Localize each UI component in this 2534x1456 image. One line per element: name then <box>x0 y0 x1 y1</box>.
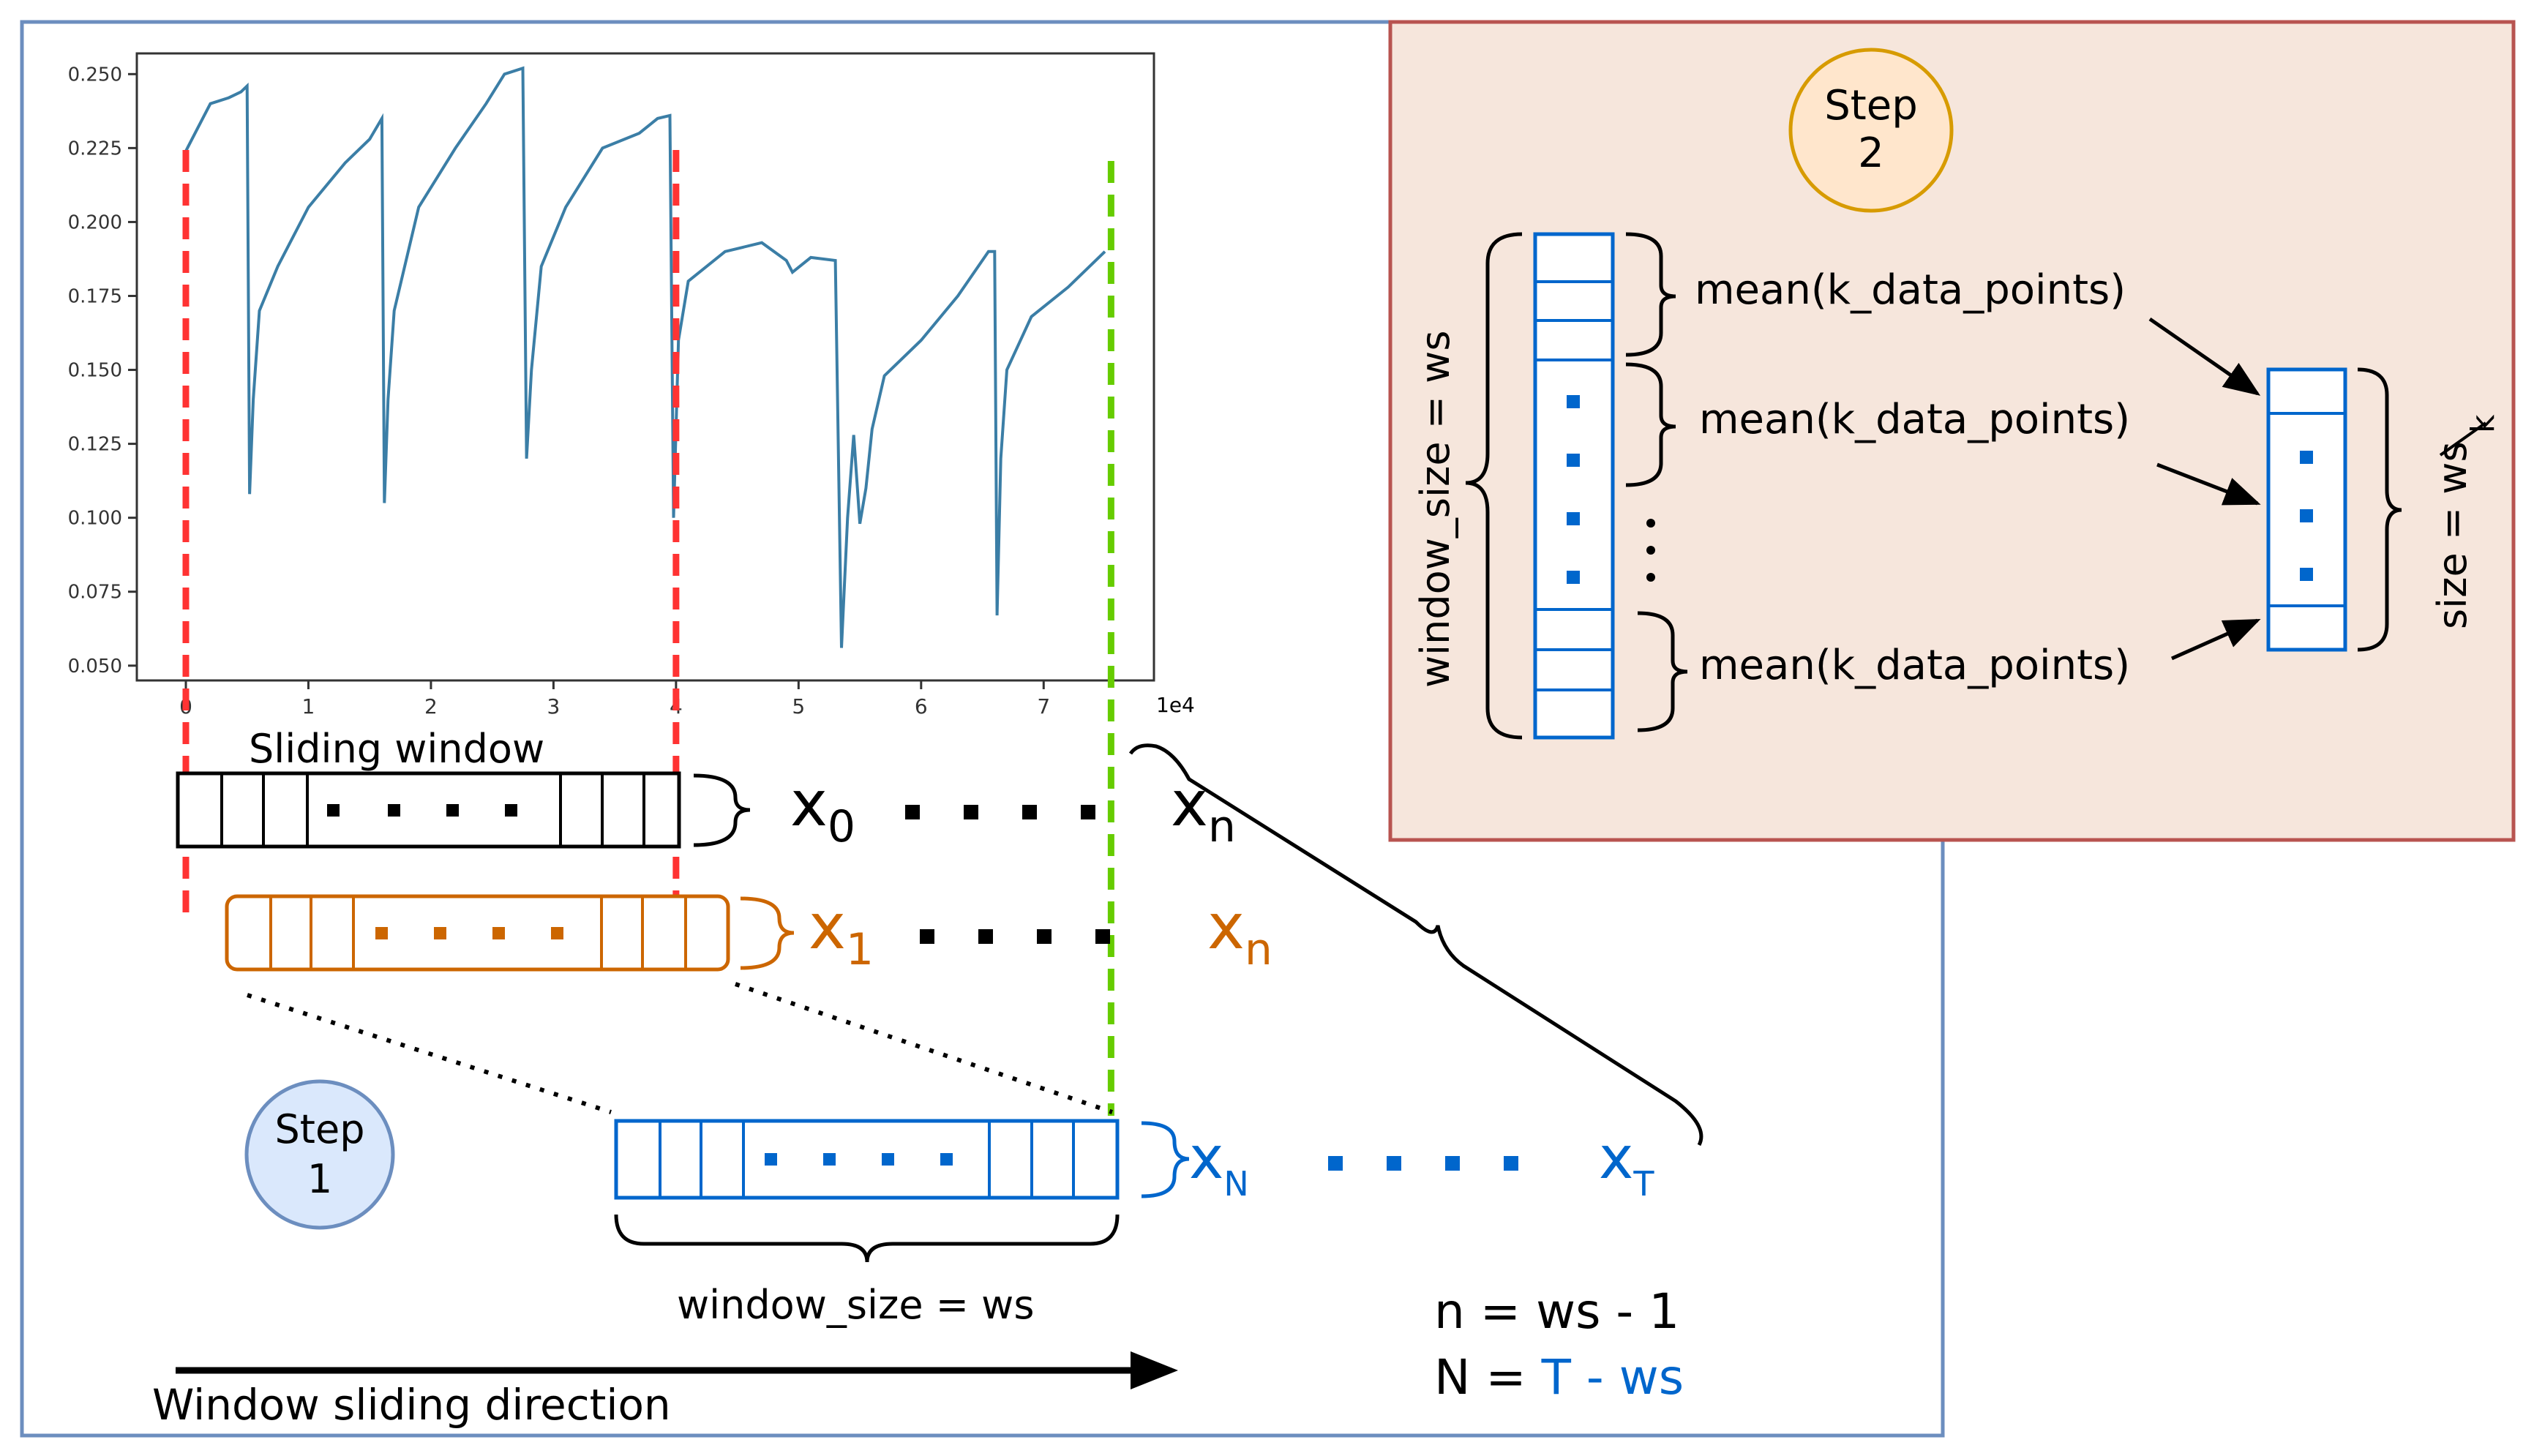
step2-size-label: size = ws <box>2429 441 2475 629</box>
window-row-1: x1 xn <box>225 890 1272 975</box>
y-tick-label: 0.050 <box>68 656 122 678</box>
mean-label-2: mean(k_data_points) <box>1699 396 2130 443</box>
x-tick-label: 5 <box>792 694 805 718</box>
window-row-N: xN xT <box>614 1119 1654 1204</box>
chart-x-multiplier: 1e4 <box>1156 693 1195 717</box>
sliding-window-label: Sliding window <box>249 726 544 772</box>
mean-arrow-2 <box>2156 462 2261 506</box>
dotted-connector-left <box>247 993 612 1114</box>
x0-symbol: x0 <box>790 768 855 852</box>
y-tick-label: 0.075 <box>68 582 122 604</box>
step1-badge: Step 1 <box>244 1079 395 1230</box>
svg-text:Step: Step <box>275 1106 365 1152</box>
y-tick-label: 0.250 <box>68 64 122 86</box>
mean-label-1: mean(k_data_points) <box>1695 266 2126 314</box>
x1-symbol: x1 <box>809 890 874 975</box>
step2-output-brace <box>2357 367 2402 652</box>
step2-left-brace <box>1465 232 1523 740</box>
xn-symbol-row1: xn <box>1207 890 1272 975</box>
equation-n: n = ws - 1 <box>1434 1283 1679 1340</box>
x-tick-label: 7 <box>1037 694 1050 718</box>
group-brace-2 <box>1625 362 1676 487</box>
y-tick-label: 0.175 <box>68 285 122 307</box>
x-tick-label: 2 <box>424 694 438 718</box>
mean-arrow-1 <box>2148 317 2261 396</box>
window-size-label: window_size = ws <box>677 1282 1034 1328</box>
step1-frame <box>20 20 1945 1438</box>
svg-text:1: 1 <box>307 1156 332 1202</box>
chart-markers <box>182 150 1114 1116</box>
diagonal-brace <box>1128 743 1703 1147</box>
chart-x-axis: 01234567 <box>179 680 1050 718</box>
y-tick-label: 0.200 <box>68 211 122 233</box>
group-brace-1 <box>1625 232 1676 357</box>
xn-symbol-row0: xn <box>1171 768 1236 852</box>
sliding-direction-label: Window sliding direction <box>152 1380 671 1430</box>
dotted-connector-right <box>735 982 1113 1114</box>
x-tick-label: 6 <box>915 694 928 718</box>
step2-size-k: k <box>2464 414 2502 433</box>
step2-window-size-label: window_size = ws <box>1412 331 1458 688</box>
xT-symbol: xT <box>1599 1124 1654 1204</box>
mean-label-3: mean(k_data_points) <box>1699 642 2130 689</box>
step2-output-window <box>2266 367 2347 652</box>
chart-plot-area <box>135 52 1155 682</box>
y-tick-label: 0.225 <box>68 138 122 160</box>
chart-series-signal <box>184 66 1106 648</box>
sliding-direction-arrowhead <box>1131 1351 1178 1389</box>
x-tick-label: 3 <box>547 694 560 718</box>
step2-input-window <box>1533 232 1615 740</box>
svg-text:2: 2 <box>1858 130 1884 177</box>
chart-y-axis: 0.050 0.075 0.100 0.125 0.150 0.175 0.200 0.225… <box>68 64 137 678</box>
y-tick-label: 0.100 <box>68 508 122 530</box>
svg-text:Step: Step <box>1824 82 1918 130</box>
size-fraction-slash <box>2439 421 2487 457</box>
y-tick-label: 0.125 <box>68 434 122 456</box>
x-tick-label: 1 <box>302 694 315 718</box>
y-tick-label: 0.150 <box>68 360 122 382</box>
group-brace-3 <box>1637 611 1688 732</box>
equation-N: N = T - ws <box>1434 1349 1684 1406</box>
mean-arrow-3 <box>2170 618 2261 661</box>
window-row-0: x0 xn <box>176 768 1236 852</box>
xN-symbol: xN <box>1189 1124 1249 1204</box>
signal-chart: 0.050 0.075 0.100 0.125 0.150 0.175 0.200 0.225… <box>68 52 1195 1116</box>
step2-badge: Step 2 <box>1788 48 1954 213</box>
window-size-brace <box>614 1214 1120 1263</box>
